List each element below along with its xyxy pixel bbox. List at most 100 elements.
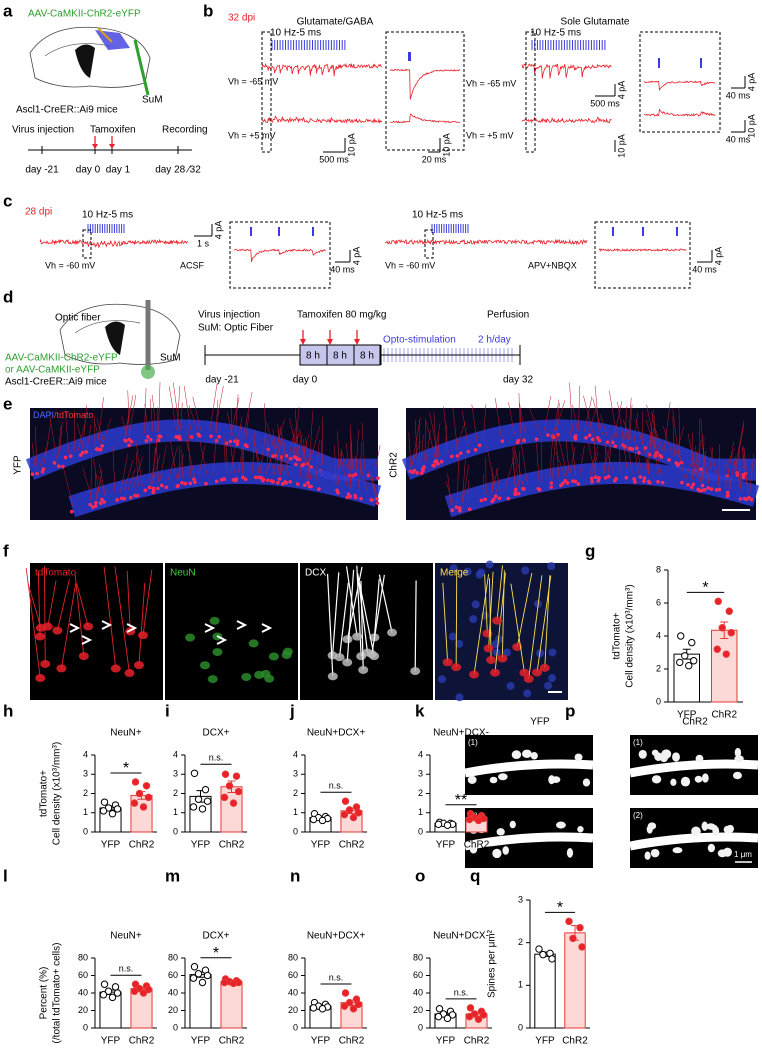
label: APV+NBQX bbox=[528, 260, 577, 270]
label: Merge bbox=[440, 568, 469, 579]
cell bbox=[156, 486, 160, 491]
process bbox=[114, 566, 130, 674]
process bbox=[124, 407, 131, 437]
trace bbox=[384, 238, 588, 246]
spine bbox=[509, 820, 516, 829]
cell bbox=[189, 435, 194, 439]
process bbox=[504, 461, 513, 490]
spine bbox=[521, 749, 532, 758]
cell bbox=[68, 454, 73, 458]
dendrite bbox=[629, 759, 759, 778]
cell bbox=[300, 463, 304, 468]
spine bbox=[651, 749, 659, 756]
process bbox=[685, 455, 695, 480]
x-tick-label: YFP bbox=[677, 710, 697, 721]
cell bbox=[164, 485, 169, 490]
process bbox=[648, 431, 652, 475]
cell bbox=[234, 477, 239, 481]
process bbox=[565, 439, 570, 477]
cell bbox=[133, 661, 144, 670]
spine bbox=[496, 828, 505, 836]
process bbox=[90, 452, 92, 501]
cell bbox=[281, 650, 292, 659]
cell bbox=[489, 668, 500, 677]
process bbox=[444, 424, 447, 455]
label: Opto-stimulation bbox=[383, 335, 456, 346]
cell bbox=[63, 455, 68, 460]
process bbox=[568, 446, 576, 477]
data-point bbox=[100, 980, 109, 988]
chart-title: NeuN+DCX+ bbox=[307, 931, 366, 942]
process bbox=[264, 403, 267, 445]
cell bbox=[486, 655, 497, 664]
cell bbox=[491, 497, 496, 502]
cell bbox=[741, 475, 746, 479]
process bbox=[303, 438, 307, 479]
cell bbox=[288, 479, 292, 484]
cell bbox=[192, 477, 196, 481]
cell bbox=[454, 505, 459, 509]
cell bbox=[630, 447, 635, 451]
data-point bbox=[309, 815, 318, 824]
cell bbox=[342, 658, 353, 667]
y-tick-label: 0 bbox=[418, 1022, 423, 1032]
label: 2 h/day bbox=[478, 335, 511, 346]
process bbox=[593, 430, 596, 474]
process bbox=[180, 402, 183, 431]
process bbox=[411, 417, 421, 468]
cell bbox=[180, 481, 184, 485]
process bbox=[373, 578, 380, 638]
y-tick-label: 4 bbox=[418, 749, 423, 759]
cell bbox=[257, 475, 261, 480]
data-point bbox=[130, 987, 139, 995]
x-tick-label: YFP bbox=[436, 840, 456, 851]
label: 28 dpi bbox=[25, 207, 52, 218]
process bbox=[74, 574, 85, 657]
scale-label: 40 ms bbox=[330, 264, 355, 274]
process bbox=[604, 444, 615, 474]
process bbox=[528, 575, 543, 680]
cell bbox=[455, 454, 460, 458]
trace bbox=[598, 247, 687, 252]
label: 10 Hz-5 ms bbox=[82, 210, 133, 221]
process bbox=[120, 453, 128, 492]
y-axis-label: Percent (%) bbox=[39, 967, 50, 1020]
cell bbox=[156, 438, 161, 442]
cell bbox=[366, 650, 377, 659]
cell bbox=[346, 492, 351, 496]
label: 8 h bbox=[333, 351, 347, 362]
cell bbox=[42, 622, 53, 631]
cell bbox=[151, 486, 156, 491]
process bbox=[230, 397, 240, 436]
process bbox=[599, 413, 608, 436]
dendrite bbox=[629, 832, 759, 851]
cell bbox=[235, 442, 240, 447]
process bbox=[629, 404, 633, 441]
ventricle bbox=[105, 321, 125, 355]
cell bbox=[714, 488, 719, 492]
process bbox=[289, 418, 299, 456]
data-point bbox=[340, 1002, 349, 1010]
process bbox=[345, 443, 352, 489]
nucleus bbox=[471, 600, 480, 609]
cell bbox=[596, 479, 601, 483]
data-point bbox=[685, 662, 693, 670]
process bbox=[482, 404, 487, 442]
cell bbox=[561, 481, 565, 486]
spine bbox=[566, 848, 574, 858]
x-tick-label: ChR2 bbox=[219, 840, 245, 851]
panel-label: d bbox=[3, 287, 13, 306]
cell bbox=[410, 667, 421, 676]
data-point bbox=[539, 950, 547, 959]
process bbox=[340, 448, 348, 470]
cell bbox=[30, 472, 35, 476]
process bbox=[226, 412, 233, 436]
spine bbox=[492, 848, 502, 859]
cell bbox=[466, 449, 471, 454]
cell bbox=[228, 439, 233, 444]
data-point bbox=[677, 632, 685, 640]
process bbox=[136, 452, 139, 488]
spine bbox=[732, 771, 742, 780]
cell bbox=[78, 652, 89, 661]
process bbox=[587, 408, 597, 433]
